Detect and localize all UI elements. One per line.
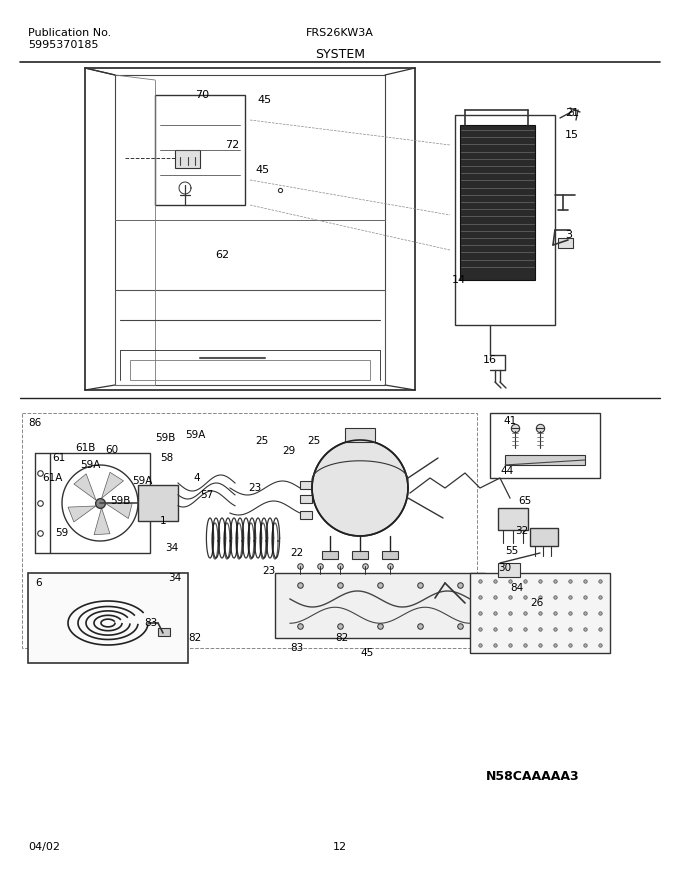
Text: 29: 29: [282, 446, 295, 456]
Text: 45: 45: [255, 165, 269, 175]
Bar: [490, 413, 600, 478]
Text: 61A: 61A: [42, 473, 63, 483]
Bar: [558, 238, 573, 248]
Text: 44: 44: [500, 466, 513, 476]
Polygon shape: [101, 472, 124, 498]
Bar: [382, 551, 398, 559]
Text: N58CAAAAA3: N58CAAAAA3: [486, 770, 579, 783]
Text: 65: 65: [518, 496, 531, 506]
Bar: [175, 150, 200, 168]
Text: 82: 82: [335, 633, 348, 643]
Text: 16: 16: [483, 355, 497, 365]
Text: 83: 83: [290, 643, 303, 653]
Polygon shape: [105, 503, 133, 518]
Text: 70: 70: [195, 90, 209, 100]
Polygon shape: [68, 506, 96, 522]
Bar: [352, 551, 368, 559]
Text: 30: 30: [498, 563, 511, 573]
Text: 6: 6: [35, 578, 41, 588]
Bar: [455, 115, 555, 325]
Bar: [275, 573, 485, 638]
Text: 59B: 59B: [110, 496, 131, 506]
Bar: [530, 528, 558, 546]
Polygon shape: [74, 474, 96, 500]
Text: 57: 57: [200, 490, 214, 500]
Text: 1: 1: [160, 516, 167, 526]
Polygon shape: [94, 508, 110, 535]
Bar: [345, 428, 375, 442]
Text: 23: 23: [262, 566, 275, 576]
Text: 59A: 59A: [132, 476, 152, 486]
Bar: [300, 481, 312, 489]
Bar: [130, 360, 370, 380]
Text: Publication No.: Publication No.: [28, 28, 112, 38]
Text: 62: 62: [215, 250, 229, 260]
Text: 45: 45: [257, 95, 271, 105]
Bar: [155, 95, 245, 205]
Polygon shape: [505, 455, 585, 465]
Text: 83: 83: [144, 618, 157, 628]
Bar: [498, 508, 528, 530]
Text: 84: 84: [510, 583, 523, 593]
Text: 25: 25: [307, 436, 320, 446]
Bar: [498, 563, 520, 577]
Text: 86: 86: [28, 418, 41, 428]
Text: 26: 26: [530, 598, 543, 608]
Text: 55: 55: [505, 546, 518, 556]
Text: 23: 23: [248, 483, 261, 493]
Text: 32: 32: [515, 526, 528, 536]
Text: 82: 82: [188, 633, 201, 643]
Text: 04/02: 04/02: [28, 842, 60, 852]
Text: 4: 4: [193, 473, 200, 483]
Bar: [322, 551, 338, 559]
Text: 61: 61: [52, 453, 65, 463]
Text: 21: 21: [565, 108, 579, 118]
Text: 59B: 59B: [155, 433, 175, 443]
Bar: [28, 573, 188, 663]
Bar: [158, 628, 170, 636]
Text: 59A: 59A: [80, 460, 101, 470]
Text: 34: 34: [168, 573, 182, 583]
Text: SYSTEM: SYSTEM: [315, 48, 365, 61]
Text: 41: 41: [503, 416, 516, 426]
Circle shape: [312, 440, 408, 536]
Bar: [460, 125, 535, 280]
Text: 12: 12: [333, 842, 347, 852]
Bar: [50, 453, 150, 553]
Text: 14: 14: [452, 275, 466, 285]
Bar: [300, 511, 312, 519]
Text: 59A: 59A: [185, 430, 205, 440]
Text: FRS26KW3A: FRS26KW3A: [306, 28, 374, 38]
Bar: [22, 413, 477, 648]
Text: 15: 15: [565, 130, 579, 140]
Text: 5995370185: 5995370185: [28, 40, 99, 50]
Text: 72: 72: [225, 140, 239, 150]
Text: 61B: 61B: [75, 443, 95, 453]
Text: 3: 3: [565, 230, 572, 240]
Text: 60: 60: [105, 445, 118, 455]
Text: 58: 58: [160, 453, 173, 463]
Bar: [138, 485, 178, 521]
Text: 34: 34: [165, 543, 178, 553]
Text: 22: 22: [290, 548, 303, 558]
Text: 45: 45: [360, 648, 373, 658]
Text: 59: 59: [55, 528, 68, 538]
Bar: [300, 495, 312, 503]
Text: 25: 25: [255, 436, 268, 446]
Bar: [470, 573, 610, 653]
